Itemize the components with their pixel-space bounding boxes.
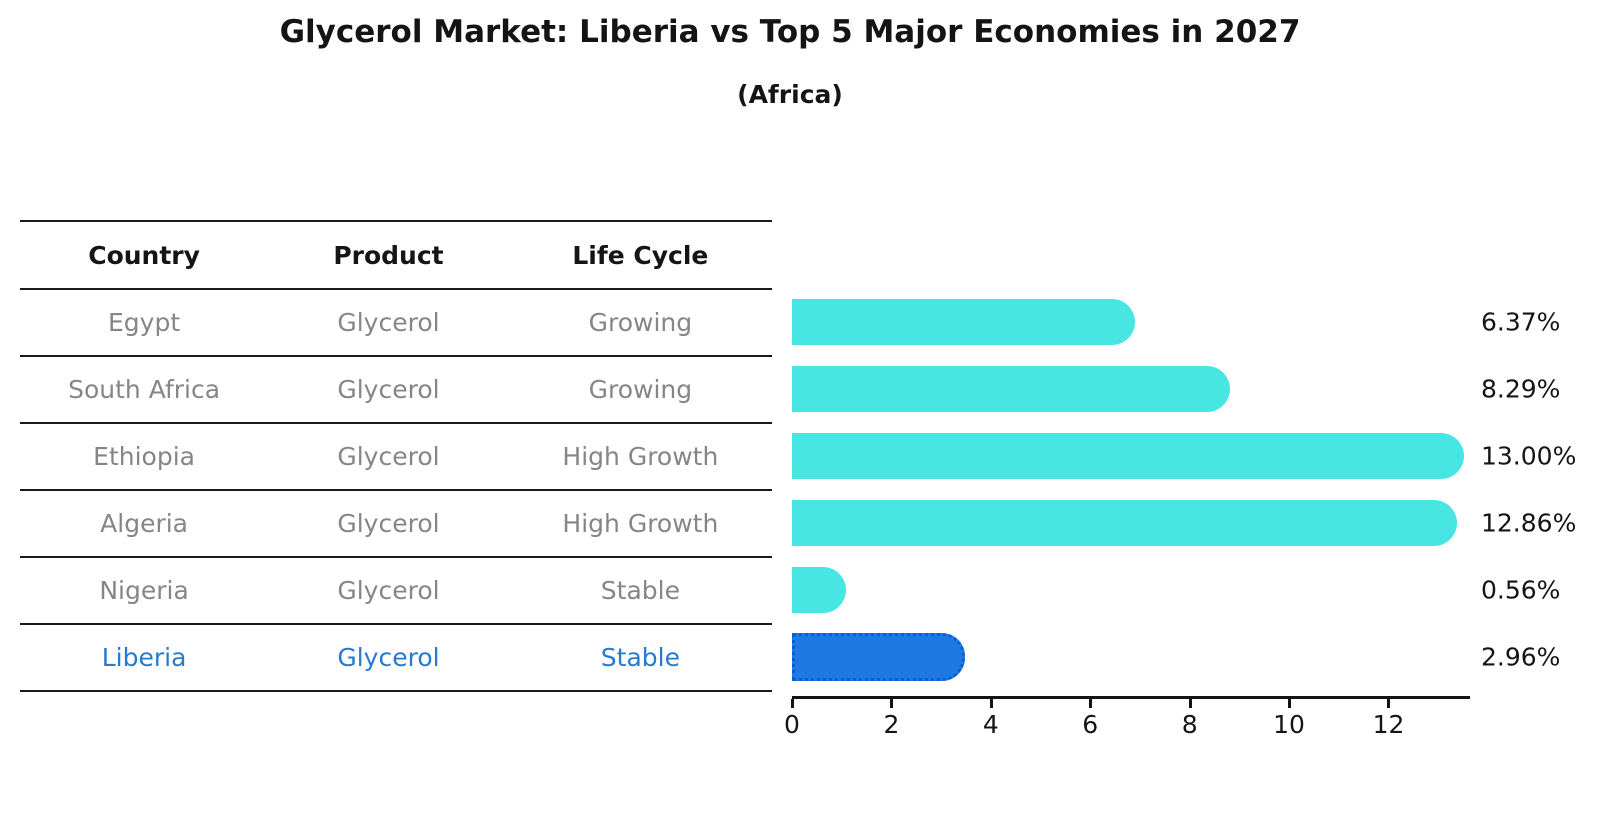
table-row-south-africa: South Africa Glycerol Growing — [20, 357, 772, 424]
x-axis-tick — [1288, 699, 1292, 708]
x-axis-tick — [791, 699, 794, 708]
table-row-liberia: Liberia Glycerol Stable — [20, 625, 772, 692]
x-axis-tick-label: 12 — [1372, 710, 1405, 739]
value-label: 6.37% — [1481, 307, 1561, 336]
x-axis-tick — [989, 699, 993, 708]
x-axis-tick — [1188, 699, 1192, 708]
x-axis-tick-label: 2 — [883, 710, 900, 739]
country-table: Country Product Life Cycle Egypt Glycerol… — [20, 220, 772, 692]
x-axis-tick-label: 4 — [982, 710, 999, 739]
chart-subtitle: (Africa) — [737, 80, 843, 109]
table-row-nigeria: Nigeria Glycerol Stable — [20, 558, 772, 625]
bar-south-africa — [792, 365, 1231, 412]
x-axis-tick — [1387, 699, 1391, 708]
chart-title: Glycerol Market: Liberia vs Top 5 Major … — [279, 14, 1301, 50]
product-cell: Glycerol — [337, 308, 440, 337]
x-axis-tick — [1089, 699, 1093, 708]
country-cell: Algeria — [100, 509, 188, 538]
country-cell: Nigeria — [99, 576, 189, 605]
column-header-life-cycle: Life Cycle — [572, 240, 709, 270]
country-cell: Ethiopia — [93, 442, 195, 471]
country-cell: Liberia — [101, 643, 187, 672]
bar-nigeria — [792, 566, 846, 613]
life-cycle-cell: Growing — [588, 375, 693, 404]
x-axis-tick-label: 8 — [1181, 710, 1198, 739]
value-label: 2.96% — [1481, 642, 1561, 671]
bar-row-south-africa — [792, 355, 1470, 422]
x-axis-tick-label: 10 — [1273, 710, 1305, 739]
table-header-row: Country Product Life Cycle — [20, 220, 772, 290]
product-cell: Glycerol — [337, 442, 440, 471]
value-label-column: 6.37% 8.29% 13.00% 12.86% 0.56% 2.96% — [1481, 288, 1601, 690]
value-label: 0.56% — [1481, 575, 1561, 604]
country-cell: South Africa — [68, 375, 221, 404]
highlight-bar-liberia — [792, 632, 966, 681]
table-body: Egypt Glycerol Growing South Africa Glycerol… — [20, 290, 772, 692]
bar-algeria — [792, 499, 1458, 546]
product-cell: Glycerol — [337, 375, 440, 404]
bar-row-nigeria — [792, 556, 1470, 623]
column-header-country: Country — [88, 240, 200, 270]
bar-row-algeria — [792, 489, 1470, 556]
bar-row-ethiopia — [792, 422, 1470, 489]
life-cycle-cell: Growing — [588, 308, 693, 337]
product-cell: Glycerol — [337, 509, 440, 538]
life-cycle-cell: High Growth — [562, 509, 719, 538]
life-cycle-cell: Stable — [600, 643, 680, 672]
table-row-algeria: Algeria Glycerol High Growth — [20, 491, 772, 558]
bar-row-egypt — [792, 288, 1470, 355]
table-row-ethiopia: Ethiopia Glycerol High Growth — [20, 424, 772, 491]
x-axis-tick-label: 6 — [1082, 710, 1099, 739]
life-cycle-cell: High Growth — [562, 442, 719, 471]
x-axis-line — [792, 696, 1470, 699]
value-label: 13.00% — [1481, 441, 1577, 470]
table-row-egypt: Egypt Glycerol Growing — [20, 290, 772, 357]
product-cell: Glycerol — [337, 643, 440, 672]
product-cell: Glycerol — [337, 576, 440, 605]
bar-ethiopia — [792, 432, 1465, 479]
bar-row-liberia — [792, 623, 1470, 690]
country-cell: Egypt — [108, 308, 181, 337]
value-label: 12.86% — [1481, 508, 1577, 537]
column-header-product: Product — [333, 240, 444, 270]
bar-chart-area — [792, 288, 1470, 690]
bar-egypt — [792, 298, 1135, 345]
x-axis-tick — [890, 699, 894, 708]
life-cycle-cell: Stable — [600, 576, 680, 605]
x-axis-tick-label: 0 — [784, 710, 800, 739]
value-label: 8.29% — [1481, 374, 1561, 403]
